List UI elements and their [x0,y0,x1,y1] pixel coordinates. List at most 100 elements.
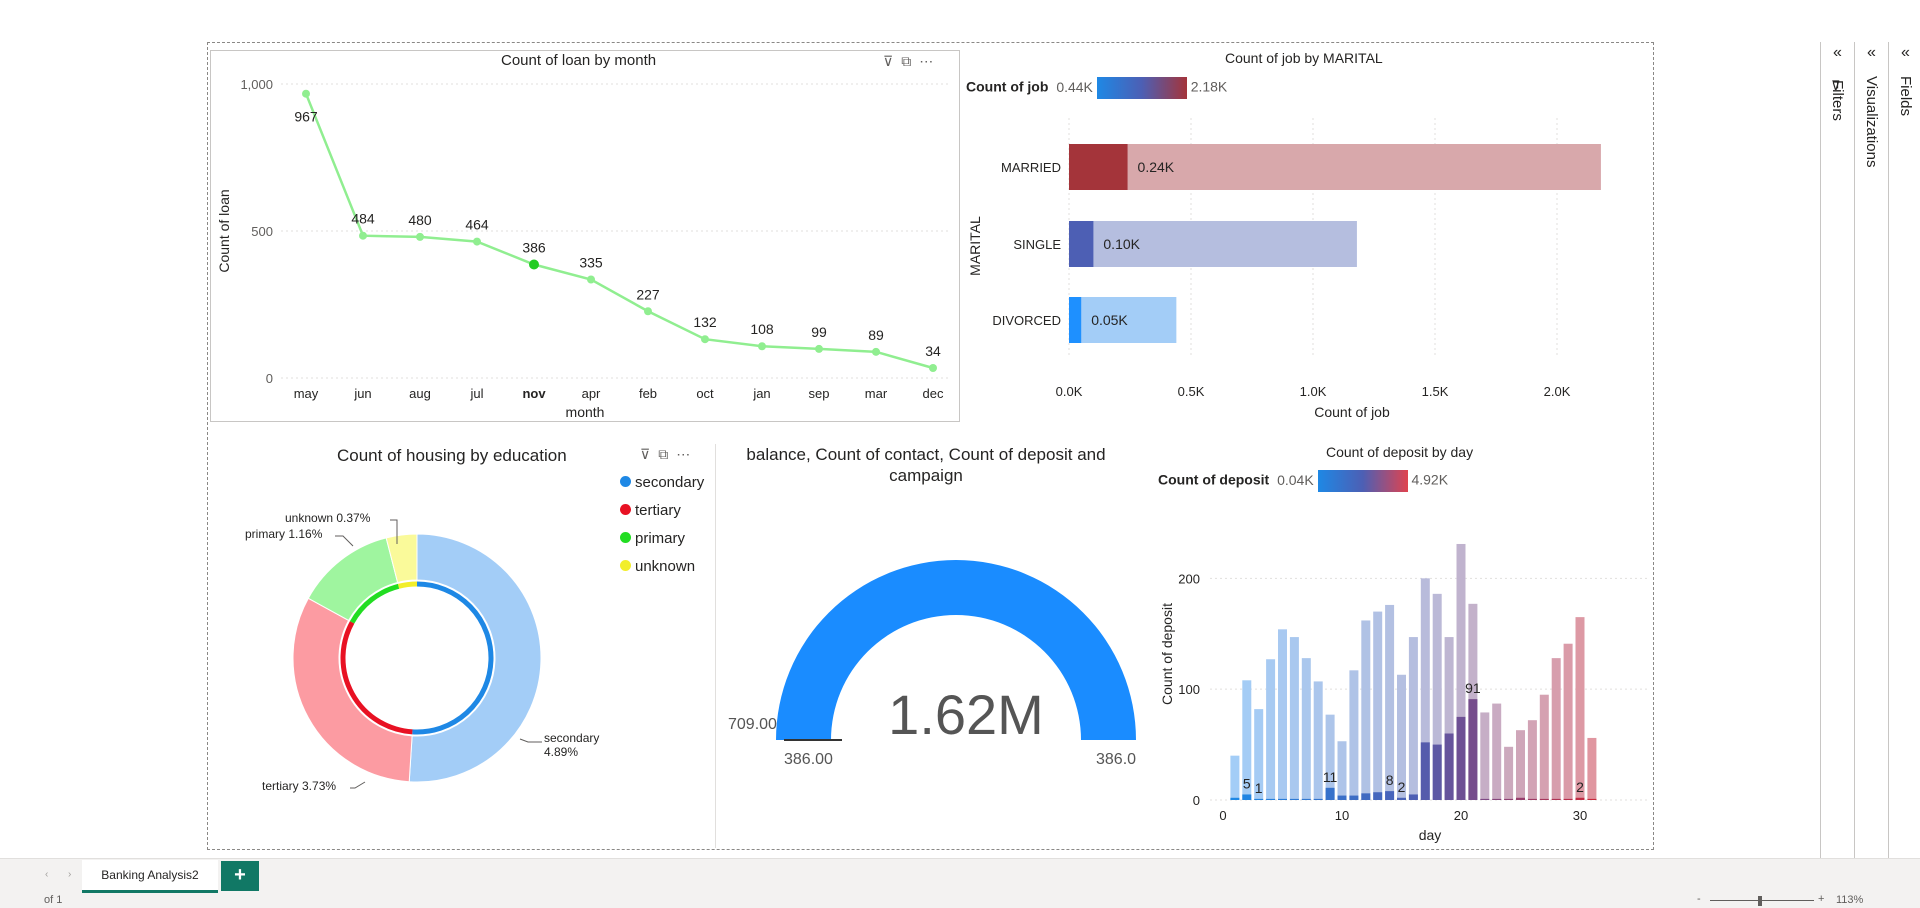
label-leader-line [390,519,398,544]
y-tick-label: 100 [1178,682,1200,697]
report-canvas [207,42,1654,850]
visualizations-pane[interactable]: « Visualizations [1854,42,1888,862]
x-tick-label: sep [809,386,830,401]
zoom-level[interactable]: 113% [1836,894,1864,906]
y-tick-label: 1,000 [240,77,273,92]
y-axis-title: MARITAL [967,216,983,276]
y-axis-title: Count of deposit [1159,603,1175,705]
visual-header-icons: ⊽⧉⋯ [640,446,698,463]
data-label: 386 [522,240,546,256]
bar-highlighted [1516,797,1525,800]
x-tick-label: dec [923,386,944,401]
balance-gauge-visual[interactable]: balance, Count of contact, Count of depo… [716,444,1136,848]
zoom-in-button[interactable]: + [1818,893,1825,905]
data-point [872,347,880,356]
x-tick-label: may [294,386,319,401]
data-label: 335 [579,255,603,271]
legend-gradient [1317,470,1408,492]
bar-total [1266,659,1276,800]
zoom-slider-thumb[interactable] [1758,896,1762,906]
label-leader-line [335,535,354,547]
bar-total [1069,221,1357,267]
data-point [929,364,937,373]
bar-total [1397,674,1406,800]
zoom-out-button[interactable]: - [1697,893,1701,905]
bar-total [1456,543,1466,800]
bar-highlighted [1408,794,1418,800]
scroll-left-icon[interactable]: ‹ [45,869,49,880]
donut-highlight-ring [397,581,418,589]
bar-total [1301,658,1311,800]
loan-series-line [304,93,934,370]
collapse-fields-icon[interactable]: « [1901,44,1910,61]
bar-total [1242,680,1252,800]
loan-line-chart: 0 500 1,000 967 may 484 jun 480 aug 464 jul 386 nov 3… [216,77,951,420]
page-tab-banking-analysis2[interactable]: Banking Analysis2 [82,860,218,893]
scroll-right-icon[interactable]: › [68,869,72,880]
bar-total [1432,593,1442,800]
bar-highlighted [1230,797,1240,800]
data-label: 967 [294,109,318,125]
bar-highlighted [1313,798,1323,800]
focus-mode-icon[interactable]: ⧉ [658,446,677,462]
data-point [644,307,652,316]
data-point [302,89,310,98]
more-options-icon[interactable]: ⋯ [676,446,699,462]
legend-item[interactable]: tertiary [620,502,704,530]
bar-highlighted [1587,798,1597,800]
bar-highlighted [1492,798,1502,800]
zoom-slider[interactable] [1710,900,1814,901]
slice-label: unknown 0.37% [285,511,371,525]
data-label: 132 [693,314,717,330]
data-label: 480 [408,212,432,228]
bar-total [1551,658,1561,800]
donut-highlight-ring [412,581,494,735]
legend-text: tertiary [635,502,681,519]
bar-highlighted [1527,798,1537,800]
legend-item[interactable]: unknown [620,558,704,586]
focus-mode-icon[interactable]: ⧉ [901,53,920,69]
data-label: 0.05K [1091,312,1128,328]
y-tick-label: 500 [251,224,273,239]
x-tick-label: 1.5K [1422,384,1449,399]
x-tick-label: 0.0K [1056,384,1083,399]
visualizations-pane-label[interactable]: Visualizations [1863,76,1880,168]
data-label: 0.24K [1138,159,1175,175]
filters-pane[interactable]: « Filters ⊽ [1820,42,1854,862]
bar-total [1444,637,1454,800]
bar-total [1254,709,1264,800]
gauge-chart: 1.62M 709.00 386.00 386.00 [728,560,1136,768]
collapse-visualizations-icon[interactable]: « [1867,44,1876,61]
loan-by-month-visual[interactable]: Count of loan by month ⊽⧉⋯ 0 500 1,000 967 m… [210,50,960,422]
deposit-by-day-visual[interactable]: Count of deposit by day Count of deposit… [1150,444,1652,848]
filter-icon[interactable]: ⊽ [883,53,902,69]
x-tick-label: 10 [1335,808,1349,823]
fields-pane-label[interactable]: Fields [1897,76,1914,117]
data-point [587,275,595,284]
y-tick-label: DIVORCED [992,313,1061,328]
add-page-button[interactable]: + [221,861,259,891]
job-by-marital-visual[interactable]: Count of job by MARITAL Count of job 0.4… [962,48,1652,420]
slice-label: primary 1.16% [245,527,323,541]
legend-min: 0.04K [1277,471,1314,488]
legend-item[interactable]: primary [620,530,704,558]
filters-pane-label[interactable]: Filters [1829,80,1846,121]
data-point [359,231,367,240]
fields-pane[interactable]: « Fields [1888,42,1920,862]
bar-highlighted [1069,221,1094,267]
page-tab-bar: ‹ › [0,858,1920,895]
legend-item[interactable]: secondary [620,474,704,502]
x-tick-label: nov [522,386,546,401]
label-leader-line [519,738,542,743]
data-label: 5 [1243,775,1251,791]
x-tick-label: 0 [1219,808,1226,823]
housing-by-education-visual[interactable]: Count of housing by education ⊽⧉⋯ second… [210,444,716,848]
donut-slice [385,533,418,584]
bar-total [1289,637,1299,800]
label-leader-line [350,781,366,789]
filter-icon[interactable]: ⊽ [640,446,659,462]
more-options-icon[interactable]: ⋯ [919,53,942,69]
legend-text: primary [635,530,686,547]
bar-total [1492,703,1502,800]
collapse-filters-icon[interactable]: « [1833,44,1842,61]
